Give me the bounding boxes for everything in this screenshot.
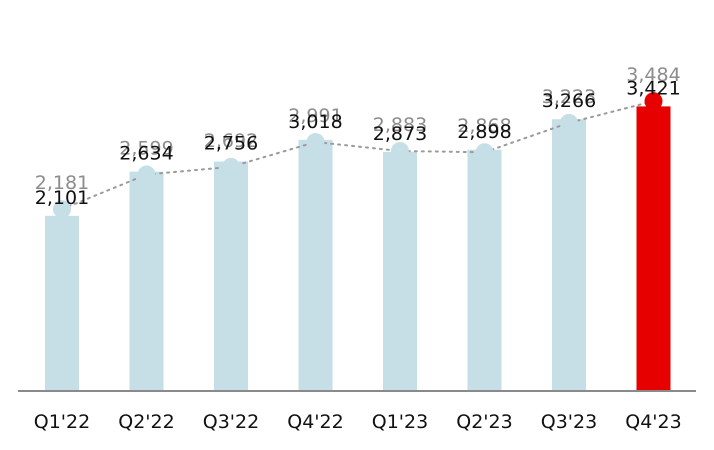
bar-label-1: 2,634 [119,143,173,165]
data-labels: 2,181 2,599 2,692 2,991 2,883 2,868 3,223 3,484… [35,64,681,209]
bar-5 [467,149,502,390]
bar-label-4: 2,873 [373,123,427,145]
line-label-6: 3,223 [542,86,596,108]
line-point-4 [391,141,409,160]
x-tick-2: Q3'22 [203,411,259,433]
line-point-3 [306,133,325,152]
line-label-3: 2,991 [288,105,342,127]
bar-label-3: 3,018 [288,111,342,133]
line-markers [53,92,663,219]
x-tick-4: Q1'23 [372,411,428,433]
bar-series [45,106,671,390]
line-point-6 [560,113,578,132]
bar-label-6: 3,266 [542,90,596,112]
x-tick-7: Q4'23 [625,411,681,433]
line-label-5: 2,868 [457,115,511,137]
bar-label-7: 3,421 [626,77,680,99]
bar-2 [214,161,248,390]
bar-3 [298,139,333,390]
bar-6 [552,119,586,390]
line-label-1: 2,599 [119,138,173,160]
x-tick-0: Q1'22 [34,411,90,433]
x-tick-labels: Q1'22 Q2'22 Q3'22 Q4'22 Q1'23 Q2'23 Q3'23 Q4'23 [34,411,682,433]
line-point-1 [137,165,156,184]
line-point-7 [644,92,663,111]
bar-label-5: 2,898 [457,121,511,143]
bar-4 [383,151,417,390]
bar-0 [45,215,79,390]
line-point-2 [222,157,240,176]
x-tick-3: Q4'22 [287,411,343,433]
line-label-2: 2,692 [204,130,258,152]
bar-label-0: 2,101 [35,187,89,209]
line-point-0 [53,200,71,219]
bar-7 [636,106,671,390]
bar-1 [129,171,164,390]
line-label-0: 2,181 [35,172,89,194]
line-label-7: 3,484 [626,64,680,86]
line-point-5 [475,143,494,162]
trend-line [61,100,655,211]
x-tick-5: Q2'23 [456,411,512,433]
x-tick-1: Q2'22 [118,411,174,433]
bar-label-2: 2,756 [204,133,258,155]
x-tick-6: Q3'23 [541,411,597,433]
line-label-4: 2,883 [373,114,427,136]
